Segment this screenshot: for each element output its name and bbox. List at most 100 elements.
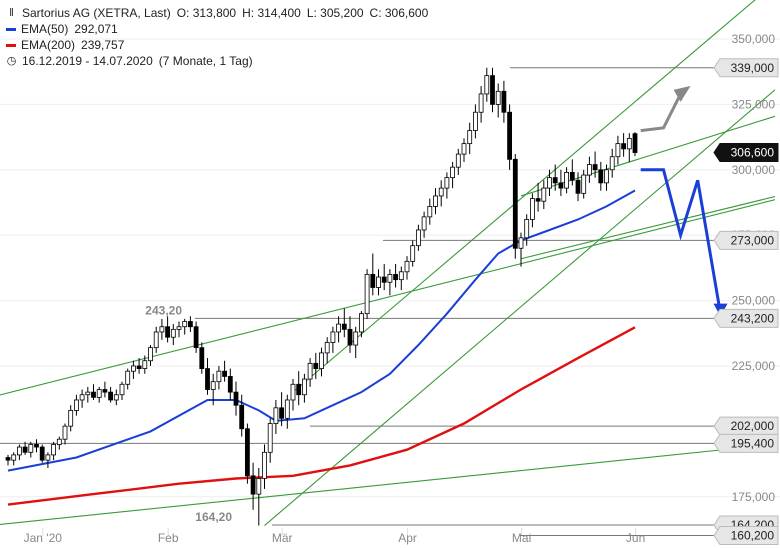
candle-body-up [142,360,148,369]
candle-body-up [319,352,324,369]
scenario-up-path [640,93,682,133]
candle-body-down [507,111,513,160]
candle-body-up [484,75,490,95]
candle-body-down [136,365,142,369]
ema50-swatch [6,27,16,31]
candle-body-up [427,206,433,218]
x-tick-label: Mai [512,531,531,545]
y-tick-label: 175,000 [732,490,776,504]
candle-body-down [102,389,108,393]
candle-body-up [438,187,444,197]
candle-body-down [393,274,399,281]
candle-body-up [216,370,222,383]
legend-period: (7 Monate, 1 Tag) [158,54,253,68]
candle-body-down [222,370,228,377]
candle-body-down [34,444,39,448]
candle-body-up [518,237,524,249]
candle-body-down [313,362,319,369]
level-tag: 202,000 [731,419,775,433]
trend-line [264,89,775,526]
candle-body-down [279,407,285,419]
candle-body-up [74,399,79,411]
candle-body-up [284,399,290,419]
y-tick-label: 250,000 [732,294,776,308]
candle-body-up [85,391,91,396]
candle-body-up [564,172,569,189]
last-price-tag: 306,600 [731,146,775,160]
ema200-swatch [6,43,16,47]
candle-body-up [387,274,393,283]
candle-body-down [199,347,205,369]
candle-body-down [108,391,113,401]
x-tick-label: Jan '20 [24,531,63,545]
candle-body-up [524,219,530,239]
candlestick-icon: ‖ [9,7,14,19]
legend-range-row: ◷ 16.12.2019 - 14.07.2020 (7 Monate, 1 T… [6,53,428,69]
y-tick-label: 300,000 [732,163,776,177]
candle-body-up [96,389,102,398]
candle-body-up [450,166,456,179]
candle-body-down [512,158,518,249]
candle-body-up [125,370,131,385]
candle-body-up [404,260,410,273]
candle-body-up [267,423,273,453]
candle-body-up [210,381,216,390]
legend-ema50-label: EMA(50) [21,22,69,36]
legend-ema50-row: EMA(50) 292,071 [6,21,428,37]
candle-body-up [45,454,51,461]
y-tick-label: 325,000 [732,97,776,111]
candle-body-down [165,326,171,338]
candle-body-up [153,331,159,349]
candle-body-down [569,172,575,181]
candle-body-down [552,177,558,184]
candle-body-up [410,245,416,262]
candle-body-up [364,274,370,315]
candle-body-up [398,271,404,281]
trend-line [520,115,775,197]
candle-body-down [632,133,638,153]
legend-symbol: Sartorius AG (XETRA, Last) [22,6,171,20]
x-tick-label: Jun [626,531,645,545]
price-annotation: 243,20 [145,303,182,317]
candle-body-up [16,446,22,456]
candle-body-down [575,179,581,194]
candle-body-down [341,323,347,330]
candle-body-down [598,169,604,184]
candle-body-up [170,328,176,338]
candle-body-up [530,198,535,220]
candle-body-up [495,90,501,105]
candle-body-up [113,394,119,401]
candle-body-down [205,368,210,390]
scenario-up-arrowhead [673,85,691,102]
candle-body-down [233,391,239,406]
candle-body-down [558,182,564,189]
candle-body-down [227,376,233,393]
candle-body-up [176,326,182,330]
candle-body-down [193,326,199,349]
candle-body-down [187,321,193,328]
legend-low: L: 305,200 [306,6,364,20]
legend-ema200-row: EMA(200) 239,757 [6,37,428,53]
candle-body-up [547,177,552,189]
candle-body-up [330,331,336,343]
candle-body-down [592,164,598,171]
candle-body-up [609,156,615,171]
legend-ema200-value: 239,757 [81,38,125,52]
ema200-line [7,326,636,506]
candle-body-up [290,383,296,401]
x-tick-label: Apr [398,531,417,545]
candle-body-up [148,347,153,362]
legend-high: H: 314,400 [242,6,301,20]
candle-body-up [56,438,62,445]
level-tag: 273,000 [731,233,775,247]
candle-body-down [91,391,96,398]
candle-body-down [244,428,250,477]
candle-body-up [273,407,279,424]
clock-icon: ◷ [6,55,17,67]
candle-body-down [621,143,626,150]
candle-body-up [68,410,74,427]
candle-body-down [381,276,387,283]
level-tag: 243,200 [731,311,775,325]
candle-body-down [490,75,495,105]
